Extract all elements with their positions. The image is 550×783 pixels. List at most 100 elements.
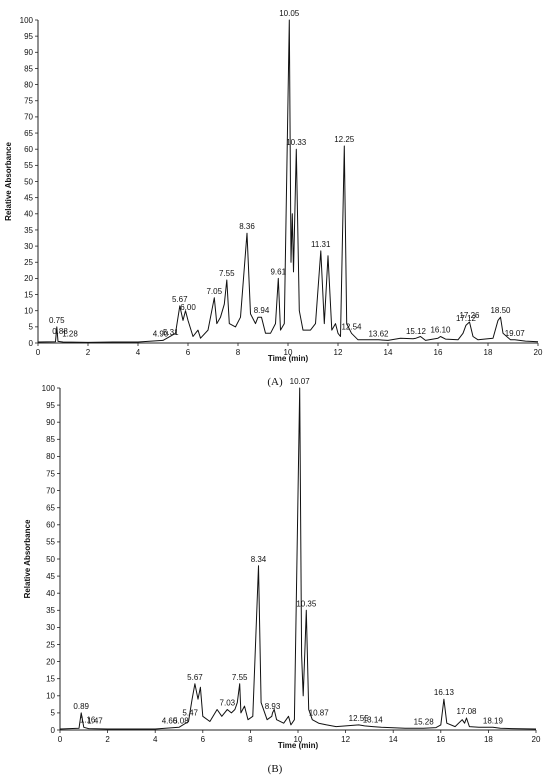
peak-label-a: 8.36 <box>239 222 255 231</box>
x-tick-label-a: 8 <box>236 348 241 357</box>
peak-label-b: 10.07 <box>290 377 311 386</box>
x-tick-label-b: 6 <box>201 735 206 744</box>
peak-label-b: 8.93 <box>265 702 281 711</box>
x-tick-label-a: 4 <box>136 348 141 357</box>
y-tick-label-b: 70 <box>46 486 55 495</box>
x-tick-label-b: 4 <box>153 735 158 744</box>
y-tick-label-a: 100 <box>20 16 34 25</box>
peak-label-a: 1.28 <box>62 329 78 338</box>
y-tick-label-a: 5 <box>29 323 34 332</box>
y-tick-label-b: 20 <box>46 657 55 666</box>
peak-label-b: 5.67 <box>187 673 203 682</box>
x-tick-label-b: 16 <box>436 735 445 744</box>
y-tick-label-b: 50 <box>46 555 55 564</box>
x-tick-label-a: 0 <box>36 348 41 357</box>
y-tick-label-b: 80 <box>46 452 55 461</box>
peak-label-a: 12.54 <box>341 322 362 331</box>
peak-label-a: 10.33 <box>286 138 307 147</box>
peak-label-b: 12.55 <box>349 714 370 723</box>
y-axis-label-a: Relative Absorbance <box>4 142 13 221</box>
panel-caption-b: (B) <box>268 763 283 775</box>
peak-label-a: 13.62 <box>368 329 389 338</box>
x-axis-label-b: Time (min) <box>278 741 319 750</box>
x-tick-label-a: 10 <box>284 348 293 357</box>
peak-label-b: 7.03 <box>220 698 236 707</box>
peak-label-a: 17.12 <box>456 314 477 323</box>
y-tick-label-b: 10 <box>46 692 55 701</box>
y-tick-label-b: 15 <box>46 675 55 684</box>
peak-label-a: 9.61 <box>270 267 286 276</box>
peak-label-a: 15.12 <box>406 327 427 336</box>
peak-label-b: 13.14 <box>363 716 384 725</box>
y-tick-label-a: 85 <box>24 64 33 73</box>
chromatogram-panel-b: 0 5 10 15 20 25 30 35 40 45 50 55 60 65 70 75 80 85 90 95 10… <box>23 377 541 775</box>
y-tick-label-a: 40 <box>24 210 33 219</box>
peak-label-a: 11.31 <box>311 240 331 249</box>
peak-label-b: 1.16 <box>80 716 96 725</box>
peak-label-b: 15.28 <box>414 717 435 726</box>
y-tick-label-a: 70 <box>24 113 33 122</box>
y-tick-label-b: 55 <box>46 538 55 547</box>
x-tick-label-b: 14 <box>389 735 398 744</box>
panel-caption-a: (A) <box>267 376 283 388</box>
peak-label-a: 18.50 <box>490 306 511 315</box>
peak-label-b: 5.47 <box>182 709 198 718</box>
peak-label-b: 0.89 <box>73 702 89 711</box>
y-tick-label-a: 90 <box>24 48 33 57</box>
x-tick-label-b: 0 <box>58 735 63 744</box>
x-tick-label-a: 20 <box>534 348 543 357</box>
peak-label-a: 0.88 <box>52 327 68 336</box>
peak-label-a: 7.55 <box>219 269 235 278</box>
y-tick-label-a: 45 <box>24 193 33 202</box>
x-tick-label-b: 20 <box>532 735 541 744</box>
peak-label-b: 7.55 <box>232 673 248 682</box>
x-tick-label-a: 18 <box>484 348 493 357</box>
peak-label-b: 18.19 <box>483 716 504 725</box>
y-axis-label-b: Relative Absorbance <box>23 519 32 598</box>
y-tick-label-a: 10 <box>24 307 33 316</box>
peak-label-b: 8.34 <box>251 555 267 564</box>
y-tick-label-b: 65 <box>46 504 55 513</box>
peak-label-a: 17.26 <box>459 311 480 320</box>
y-tick-label-b: 45 <box>46 572 55 581</box>
peak-label-a: 7.05 <box>206 287 222 296</box>
y-tick-label-b: 35 <box>46 606 55 615</box>
y-tick-label-a: 65 <box>24 129 33 138</box>
y-tick-label-b: 40 <box>46 589 55 598</box>
y-tick-label-a: 75 <box>24 97 33 106</box>
peak-label-b: 17.08 <box>456 707 477 716</box>
peak-label-a: 5.31 <box>163 328 179 337</box>
y-tick-label-a: 15 <box>24 290 33 299</box>
y-tick-label-b: 95 <box>46 401 55 410</box>
y-tick-label-a: 55 <box>24 161 33 170</box>
x-tick-label-b: 8 <box>248 735 253 744</box>
y-tick-label-b: 75 <box>46 469 55 478</box>
peak-label-a: 5.67 <box>172 295 188 304</box>
y-tick-label-a: 50 <box>24 177 33 186</box>
peak-label-a: 19.07 <box>505 329 526 338</box>
y-tick-label-a: 30 <box>24 242 33 251</box>
y-tick-label-a: 25 <box>24 258 33 267</box>
y-tick-label-b: 60 <box>46 521 55 530</box>
y-tick-label-b: 85 <box>46 435 55 444</box>
x-tick-label-a: 16 <box>434 348 443 357</box>
y-tick-label-a: 35 <box>24 226 33 235</box>
x-tick-label-b: 12 <box>341 735 350 744</box>
chromatogram-panel-a: 0510152025303540455055606570758085909510… <box>4 9 543 388</box>
y-tick-label-b: 5 <box>51 709 56 718</box>
y-tick-label-a: 20 <box>24 274 33 283</box>
x-tick-label-b: 10 <box>294 735 303 744</box>
peak-label-b: 16.13 <box>434 688 455 697</box>
y-tick-label-b: 30 <box>46 623 55 632</box>
y-tick-label-b: 25 <box>46 640 55 649</box>
peak-label-b: 4.60 <box>162 717 178 726</box>
peak-label-a: 8.94 <box>254 306 270 315</box>
y-tick-label-a: 0 <box>29 339 34 348</box>
y-tick-label-a: 95 <box>24 32 33 41</box>
y-tick-label-b: 90 <box>46 418 55 427</box>
peak-label-b: 10.87 <box>309 709 330 718</box>
x-tick-label-a: 2 <box>86 348 91 357</box>
x-tick-label-a: 12 <box>334 348 343 357</box>
